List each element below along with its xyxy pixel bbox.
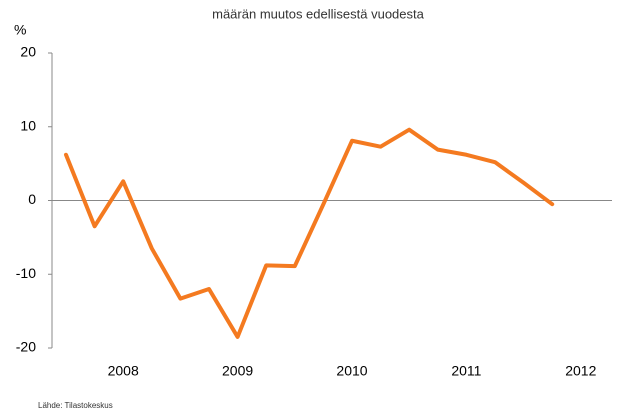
y-tick-label: 10 [20,117,36,133]
y-tick-label: -20 [16,339,36,355]
x-tick-label: 2010 [336,363,367,379]
x-tick-label: 2008 [108,363,139,379]
y-tick-label: 0 [28,191,36,207]
line-series [64,127,555,339]
y-tick-label: -10 [16,265,36,281]
chart-subtitle: määrän muutos edellisestä vuodesta [212,6,425,21]
x-tick-label: 2009 [222,363,253,379]
x-tick-label: 2012 [565,363,596,379]
y-axis-label: % [14,22,26,38]
x-tick-label: 2011 [451,363,481,379]
y-tick-label: 20 [20,44,36,60]
source: Lähde: Tilastokeskus [38,401,113,410]
